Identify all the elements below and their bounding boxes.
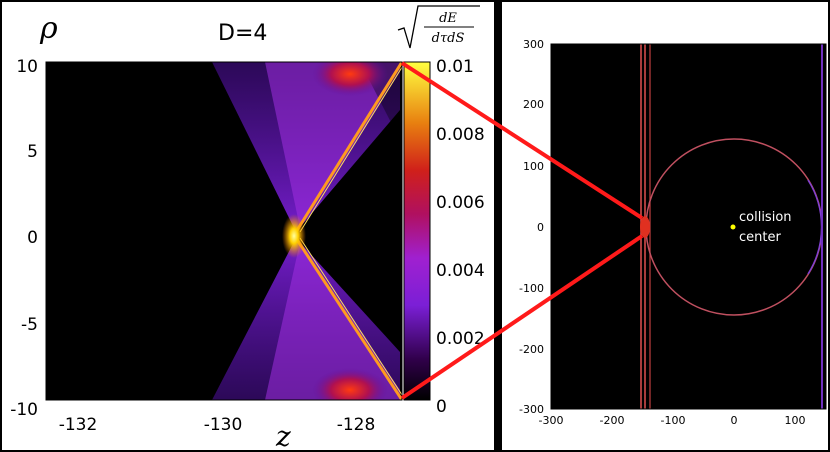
collision-label-line2: center <box>739 230 781 245</box>
panel-divider <box>494 0 502 452</box>
right-y-tick-label: 200 <box>523 98 544 111</box>
y-axis-label: ρ <box>39 11 58 46</box>
right-y-ticks: 300 200 100 0 -100 -200 -300 <box>519 38 544 416</box>
shock-line-lower <box>294 237 402 400</box>
right-x-ticks: -300 -200 -100 0 100 <box>539 414 806 427</box>
hot-spot-top <box>312 62 388 96</box>
right-x-tick-label: -300 <box>539 414 564 427</box>
x-ticks: -132 -130 -128 <box>59 415 376 435</box>
y-tick-label: 10 <box>16 57 38 77</box>
colorbar <box>403 61 431 401</box>
zoom-connector-top <box>400 61 644 220</box>
colorbar-tick-label: 0.006 <box>436 193 485 213</box>
panel-title: D=4 <box>218 21 267 46</box>
colorbar-tick-label: 0 <box>436 397 447 417</box>
right-x-tick-label: -200 <box>600 414 625 427</box>
hot-spot-bottom <box>312 368 388 400</box>
x-tick-label: -128 <box>337 415 376 435</box>
heatmap <box>46 62 402 400</box>
right-y-tick-label: -100 <box>519 282 544 295</box>
x-axis-label: z <box>275 420 291 452</box>
x-tick-label: -132 <box>59 415 98 435</box>
colorbar-tick-label: 0.004 <box>436 261 485 281</box>
collision-label-line1: collision <box>739 210 792 225</box>
right-plot: collision center <box>551 44 826 409</box>
right-y-tick-label: 300 <box>523 38 544 51</box>
right-y-tick-label: -200 <box>519 343 544 356</box>
colorbar-tick-label: 0.002 <box>436 329 485 349</box>
colorbar-label: dE dτdS <box>397 5 480 49</box>
right-x-tick-label: 100 <box>785 414 806 427</box>
colorbar-label-denominator: dτdS <box>432 31 465 46</box>
right-x-tick-label: 0 <box>731 414 738 427</box>
right-y-tick-label: 100 <box>523 160 544 173</box>
y-tick-label: -10 <box>10 400 38 420</box>
colorbar-ticks: 0.01 0.008 0.006 0.004 0.002 0 <box>436 57 485 417</box>
right-y-tick-label: -300 <box>519 403 544 416</box>
y-tick-label: 0 <box>27 228 38 248</box>
zoom-region <box>640 216 650 238</box>
sqrt-sign <box>397 5 480 49</box>
collision-core <box>282 214 306 258</box>
collision-center-dot <box>730 224 736 230</box>
x-tick-label: -130 <box>204 415 243 435</box>
colorbar-tick-label: 0.01 <box>436 57 474 77</box>
colorbar-tick-label: 0.008 <box>436 125 485 145</box>
y-tick-label: 5 <box>27 142 38 162</box>
y-tick-label: -5 <box>21 315 38 335</box>
right-x-tick-label: -100 <box>661 414 686 427</box>
y-ticks: 10 5 0 -5 -10 <box>10 57 38 420</box>
colorbar-label-numerator: dE <box>439 11 457 26</box>
shock-line-upper <box>294 62 402 233</box>
right-y-tick-label: 0 <box>537 221 544 234</box>
zoom-connector-bottom <box>400 234 644 400</box>
